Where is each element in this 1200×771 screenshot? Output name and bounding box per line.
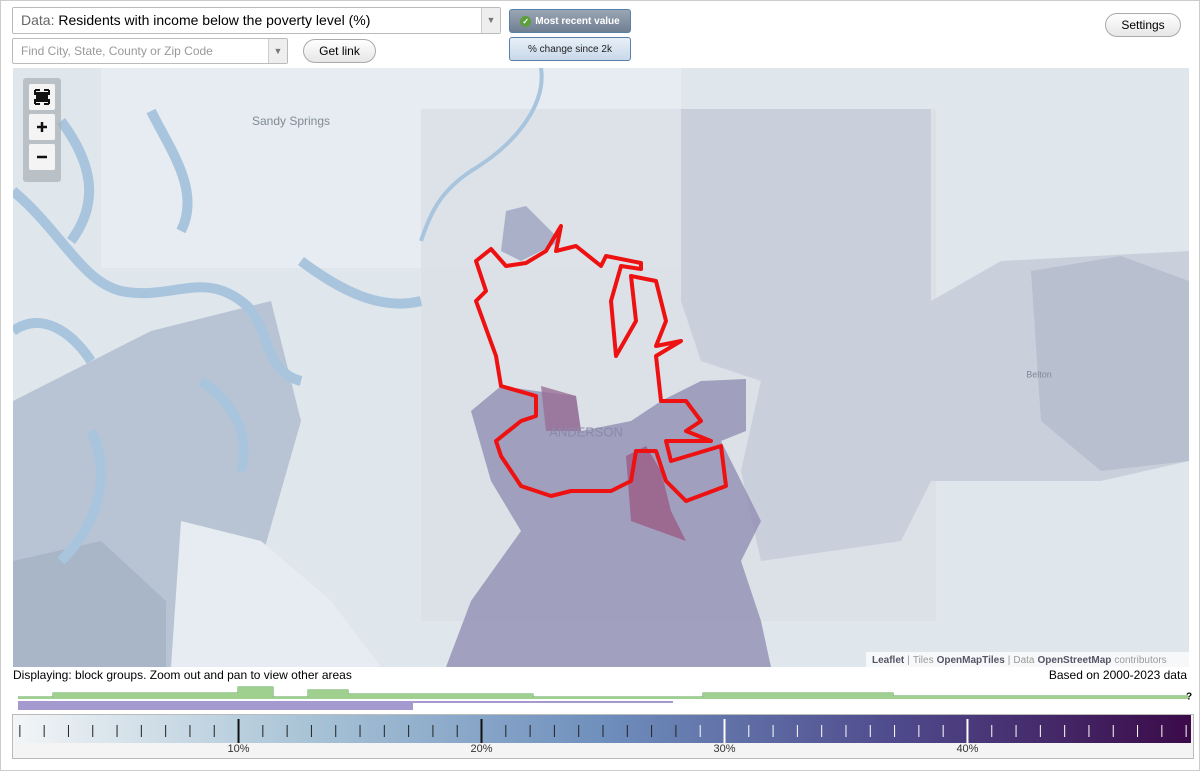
tick-label: 20%	[470, 743, 492, 755]
search-box[interactable]: Find City, State, County or Zip Code ▼	[12, 38, 288, 64]
attribution-part: contributors	[1114, 655, 1166, 666]
attribution-part: Data	[1013, 655, 1035, 666]
region	[171, 521, 381, 667]
data-value: Residents with income below the poverty …	[58, 12, 371, 28]
dropdown-arrow: ▼	[268, 39, 287, 63]
distribution-strip: ?	[18, 686, 1192, 710]
get-link-button[interactable]: Get link	[303, 39, 376, 63]
button-label: Most recent value	[535, 15, 620, 27]
attribution-part: |	[907, 655, 910, 666]
dropdown-arrow: ▼	[481, 8, 500, 33]
mode-button[interactable]: % change since 2k	[509, 37, 631, 61]
button-label: % change since 2k	[528, 43, 612, 55]
legend: 10% 20% 30% 40%	[15, 715, 1191, 755]
map[interactable]: Sandy Springs ANDERSON Belton Leaflet | Ti…	[13, 68, 1189, 667]
place-label: ANDERSON	[549, 424, 623, 439]
button-label: Get link	[319, 44, 360, 58]
tick-label: 10%	[228, 743, 250, 755]
displaying-note: Displaying: block groups. Zoom out and p…	[13, 668, 352, 682]
tick-label: 30%	[713, 743, 735, 755]
check-icon: ✓	[520, 15, 532, 27]
tick-label: 40%	[956, 743, 978, 755]
region	[1031, 256, 1189, 471]
region	[681, 109, 1189, 561]
attribution-part[interactable]: OpenMapTiles	[937, 655, 1006, 666]
block-group	[541, 386, 581, 431]
data-range-note: Based on 2000-2023 data	[1048, 668, 1187, 682]
attribution-part: Tiles	[913, 655, 934, 666]
block-groups	[446, 379, 771, 667]
distribution-fill	[18, 699, 673, 710]
attribution-part: |	[1008, 655, 1011, 666]
fullscreen-icon	[36, 92, 48, 102]
place-label: Sandy Springs	[252, 114, 330, 128]
region	[13, 541, 166, 667]
settings-button[interactable]: Settings	[1105, 13, 1181, 37]
mode-button-active[interactable]: ✓ Most recent value	[509, 9, 631, 33]
river	[419, 68, 544, 242]
fullscreen-icon	[34, 89, 50, 105]
distribution-fill	[18, 687, 1188, 699]
attribution-box	[866, 652, 1189, 667]
data-label: Data:	[21, 12, 55, 28]
block-group	[626, 446, 686, 541]
attribution-part[interactable]: OpenStreetMap	[1038, 655, 1112, 666]
place-label: Belton	[1026, 369, 1052, 379]
selection-outline	[474, 224, 728, 503]
search-placeholder: Find City, State, County or Zip Code	[21, 44, 213, 58]
unknown-label: ?	[1186, 692, 1192, 703]
button-label: Settings	[1121, 18, 1165, 32]
data-select[interactable]: Data: Residents with income below the po…	[12, 7, 501, 34]
attribution-part[interactable]: Leaflet	[872, 655, 905, 666]
lake	[13, 108, 423, 565]
plus-icon	[37, 122, 47, 132]
attribution: Leaflet | Tiles OpenMapTiles | Data OpenStreet…	[872, 655, 1167, 666]
